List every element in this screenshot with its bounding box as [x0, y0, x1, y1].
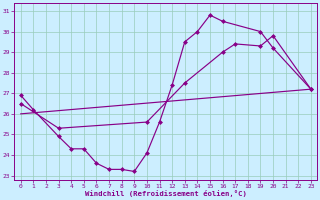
X-axis label: Windchill (Refroidissement éolien,°C): Windchill (Refroidissement éolien,°C): [85, 190, 247, 197]
